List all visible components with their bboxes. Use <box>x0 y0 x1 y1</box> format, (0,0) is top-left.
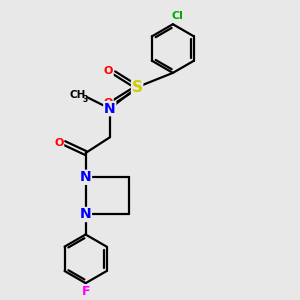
Text: O: O <box>54 138 64 148</box>
Text: N: N <box>80 170 92 184</box>
Text: 3: 3 <box>83 95 88 104</box>
Text: N: N <box>104 102 116 116</box>
Text: F: F <box>81 285 90 298</box>
Text: O: O <box>104 98 113 108</box>
Text: Cl: Cl <box>171 11 183 21</box>
Text: O: O <box>104 66 113 76</box>
Text: S: S <box>132 80 142 95</box>
Text: N: N <box>80 208 92 221</box>
Text: CH: CH <box>70 90 86 100</box>
